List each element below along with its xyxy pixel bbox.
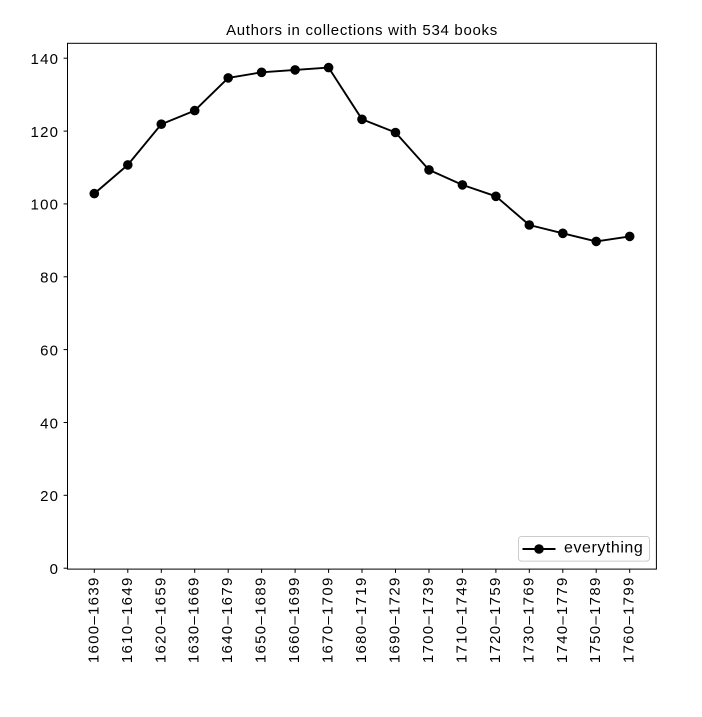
svg-text:1660–1699: 1660–1699 [286,576,303,663]
svg-text:1700–1739: 1700–1739 [420,576,437,663]
svg-text:120: 120 [31,124,60,141]
svg-text:1710–1749: 1710–1749 [453,576,470,663]
svg-text:1610–1649: 1610–1649 [119,576,136,663]
svg-text:1730–1769: 1730–1769 [520,576,537,663]
svg-text:1750–1789: 1750–1789 [587,576,604,663]
svg-text:1630–1669: 1630–1669 [186,576,203,663]
svg-text:1740–1779: 1740–1779 [554,576,571,663]
svg-text:0: 0 [50,561,60,578]
svg-text:100: 100 [31,197,60,214]
svg-text:1650–1689: 1650–1689 [253,576,270,663]
svg-text:140: 140 [31,51,60,68]
svg-text:1720–1759: 1720–1759 [487,576,504,663]
svg-text:everything: everything [564,540,643,557]
svg-text:1600–1639: 1600–1639 [85,576,102,663]
svg-text:60: 60 [40,342,59,359]
svg-text:1640–1679: 1640–1679 [219,576,236,663]
svg-text:1760–1799: 1760–1799 [621,576,638,663]
svg-text:40: 40 [40,415,59,432]
svg-text:Authors in collections with 53: Authors in collections with 534 books [226,22,498,39]
svg-text:20: 20 [40,488,59,505]
svg-text:1680–1719: 1680–1719 [353,576,370,663]
svg-text:1670–1709: 1670–1709 [320,576,337,663]
svg-text:1690–1729: 1690–1729 [387,576,404,663]
svg-text:1620–1659: 1620–1659 [152,576,169,663]
svg-text:80: 80 [40,270,59,287]
